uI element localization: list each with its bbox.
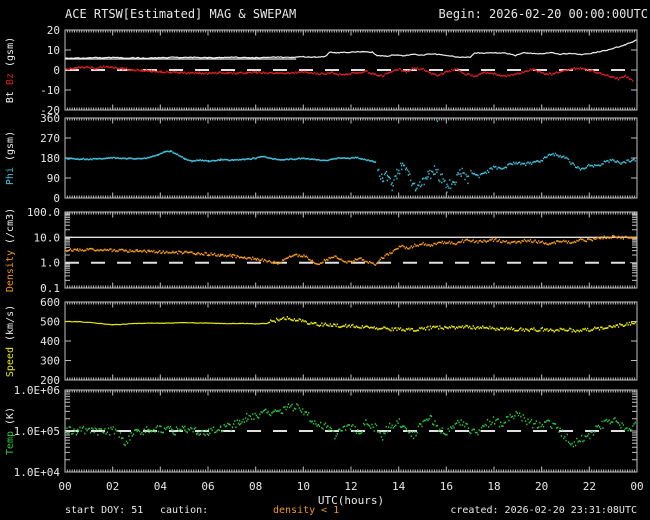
svg-text:200: 200 [40, 374, 60, 387]
svg-text:10: 10 [47, 44, 60, 57]
svg-text:-10: -10 [40, 84, 60, 97]
svg-text:0.1: 0.1 [40, 282, 60, 295]
svg-text:270: 270 [40, 132, 60, 145]
created-time: created: 2026-02-20 23:31:08UTC [450, 505, 637, 516]
svg-text:180: 180 [40, 152, 60, 165]
svg-text:22: 22 [583, 480, 596, 493]
svg-text:00: 00 [58, 480, 71, 493]
svg-text:06: 06 [201, 480, 214, 493]
density-warning: density < 1 [273, 505, 340, 516]
svg-text:04: 04 [154, 480, 168, 493]
svg-text:1.0: 1.0 [40, 257, 60, 270]
svg-text:300: 300 [40, 355, 60, 368]
svg-text:Bt Bz (gsm): Bt Bz (gsm) [5, 37, 16, 103]
svg-text:14: 14 [392, 480, 406, 493]
svg-text:10: 10 [297, 480, 310, 493]
svg-text:500: 500 [40, 316, 60, 329]
svg-text:0: 0 [53, 192, 60, 205]
svg-text:1.0E+04: 1.0E+04 [14, 466, 61, 479]
svg-text:20: 20 [535, 480, 548, 493]
svg-text:90: 90 [47, 172, 60, 185]
svg-text:00: 00 [630, 480, 643, 493]
svg-text:100.0: 100.0 [27, 206, 60, 219]
x-axis-title: UTC(hours) [317, 494, 385, 507]
svg-text:08: 08 [249, 480, 262, 493]
svg-text:12: 12 [344, 480, 357, 493]
svg-text:20: 20 [47, 24, 60, 37]
svg-text:-20: -20 [40, 104, 60, 117]
start-doy-text: start DOY: 51 [65, 505, 144, 516]
svg-text:1.0E+05: 1.0E+05 [14, 425, 60, 438]
footer: start DOY: 51 caution: density < 1 creat… [0, 505, 650, 519]
svg-text:18: 18 [487, 480, 500, 493]
titlebar: ACE RTSW[Estimated] MAG & SWEPAM Begin: … [65, 7, 648, 21]
plot-title: ACE RTSW[Estimated] MAG & SWEPAM [65, 7, 297, 21]
svg-text:1.0E+06: 1.0E+06 [14, 384, 60, 397]
ace-plot-canvas: 20 10 0 -10 -20 Bt Bz (gsm) 360 270 180 90 0 Phi (g… [5, 24, 644, 493]
svg-text:Phi (gsm): Phi (gsm) [5, 131, 16, 185]
svg-text:Temp (K): Temp (K) [5, 407, 16, 455]
svg-text:02: 02 [106, 480, 119, 493]
svg-text:360: 360 [40, 112, 60, 125]
begin-time: Begin: 2026-02-20 00:00:00UTC [438, 7, 648, 21]
svg-text:0: 0 [53, 64, 60, 77]
caution-label: caution: [160, 505, 209, 516]
svg-text:Density (/cm3): Density (/cm3) [5, 208, 16, 292]
svg-text:600: 600 [40, 296, 60, 309]
svg-text:400: 400 [40, 335, 60, 348]
svg-text:16: 16 [440, 480, 453, 493]
svg-text:10.0: 10.0 [34, 231, 61, 244]
svg-text:Speed (km/s): Speed (km/s) [5, 305, 16, 377]
